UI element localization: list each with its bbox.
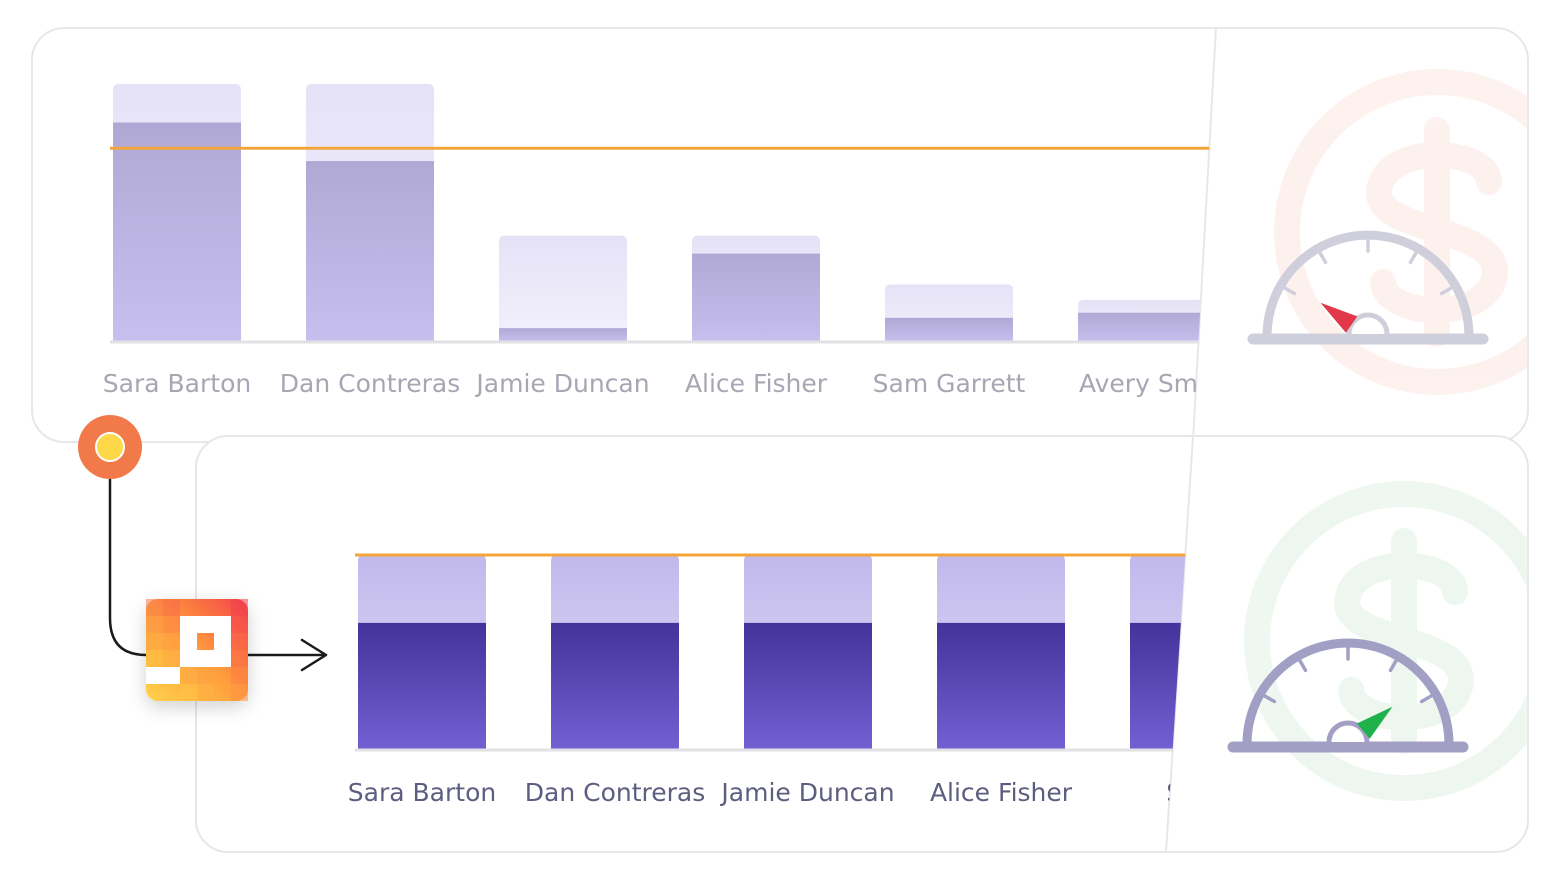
logo-pixel bbox=[180, 650, 197, 667]
after-tick-label: Sara Barton bbox=[348, 778, 496, 807]
logo-pixel bbox=[197, 684, 214, 701]
after-tick-label: Dan Contreras bbox=[525, 778, 706, 807]
before-tick-label: Avery Smi bbox=[1079, 369, 1205, 398]
before-bar-value bbox=[306, 161, 434, 341]
logo-pixel bbox=[146, 650, 163, 667]
before-bar-value bbox=[499, 328, 627, 341]
gauge-needle bbox=[1356, 706, 1393, 739]
logo-pixel bbox=[146, 616, 163, 633]
before-card: Sara Barton Dan Contreras Jamie Duncan Alic… bbox=[31, 27, 1529, 443]
logo-pixel bbox=[231, 650, 248, 667]
logo-pixel bbox=[163, 650, 180, 667]
logo-pixel bbox=[231, 616, 248, 633]
before-gauge bbox=[1247, 69, 1528, 395]
after-chart: Sara Barton Dan Contreras Jamie Duncan Alic… bbox=[348, 553, 1193, 807]
logo-pixel bbox=[146, 599, 163, 616]
logo-pixel bbox=[197, 667, 214, 684]
after-card: Sara Barton Dan Contreras Jamie Duncan Alic… bbox=[195, 435, 1529, 853]
before-bar-value bbox=[1078, 312, 1206, 341]
logo-pixel bbox=[180, 633, 197, 650]
before-bar-capacity bbox=[499, 235, 627, 341]
logo-pixel bbox=[163, 616, 180, 633]
after-gauge-panel bbox=[1227, 481, 1528, 801]
logo-pixel bbox=[197, 650, 214, 667]
logo-pixel bbox=[180, 616, 197, 633]
dollar-circle-icon bbox=[1244, 481, 1528, 801]
logo-pixel bbox=[231, 633, 248, 650]
speedometer-icon bbox=[1227, 638, 1469, 753]
before-bar-value bbox=[885, 317, 1013, 341]
dollar-circle-icon bbox=[1274, 69, 1528, 395]
logo-pixel bbox=[214, 633, 231, 650]
flow-line bbox=[108, 478, 147, 657]
before-chart: Sara Barton Dan Contreras Jamie Duncan Alic… bbox=[103, 84, 1210, 398]
before-tick-label: Jamie Duncan bbox=[474, 369, 649, 398]
after-bar-value bbox=[937, 622, 1065, 749]
logo-pixel bbox=[146, 633, 163, 650]
after-tick-label: Jamie Duncan bbox=[719, 778, 894, 807]
status-node-icon[interactable] bbox=[78, 415, 142, 479]
app-logo-pixels bbox=[146, 599, 248, 701]
gauge-needle bbox=[1320, 302, 1358, 333]
arrow-right-icon bbox=[246, 638, 328, 672]
after-tick-label: Alice Fisher bbox=[930, 778, 1073, 807]
logo-pixel bbox=[214, 650, 231, 667]
flow-connector bbox=[78, 415, 328, 701]
before-gauge-panel bbox=[1247, 69, 1528, 395]
before-tick-label: Dan Contreras bbox=[280, 369, 461, 398]
before-tick-label: Sam Garrett bbox=[873, 369, 1026, 398]
before-bar-value bbox=[113, 122, 241, 341]
logo-pixel bbox=[231, 684, 248, 701]
logo-pixel bbox=[163, 633, 180, 650]
after-bar-value bbox=[744, 622, 872, 749]
logo-pixel bbox=[180, 684, 197, 701]
logo-pixel bbox=[231, 599, 248, 616]
speedometer-icon bbox=[1247, 230, 1489, 345]
logo-pixel bbox=[231, 667, 248, 684]
before-tick-label: Alice Fisher bbox=[685, 369, 828, 398]
after-gauge bbox=[1227, 481, 1528, 801]
before-card-divider bbox=[1192, 27, 1217, 441]
after-bar-value bbox=[551, 622, 679, 749]
logo-pixel bbox=[146, 667, 163, 684]
before-bar-value bbox=[692, 253, 820, 341]
logo-pixel bbox=[214, 616, 231, 633]
logo-pixel bbox=[163, 599, 180, 616]
logo-pixel bbox=[163, 667, 180, 684]
after-bar-value bbox=[358, 622, 486, 749]
logo-pixel bbox=[197, 616, 214, 633]
logo-pixel bbox=[180, 667, 197, 684]
before-tick-label: Sara Barton bbox=[103, 369, 251, 398]
